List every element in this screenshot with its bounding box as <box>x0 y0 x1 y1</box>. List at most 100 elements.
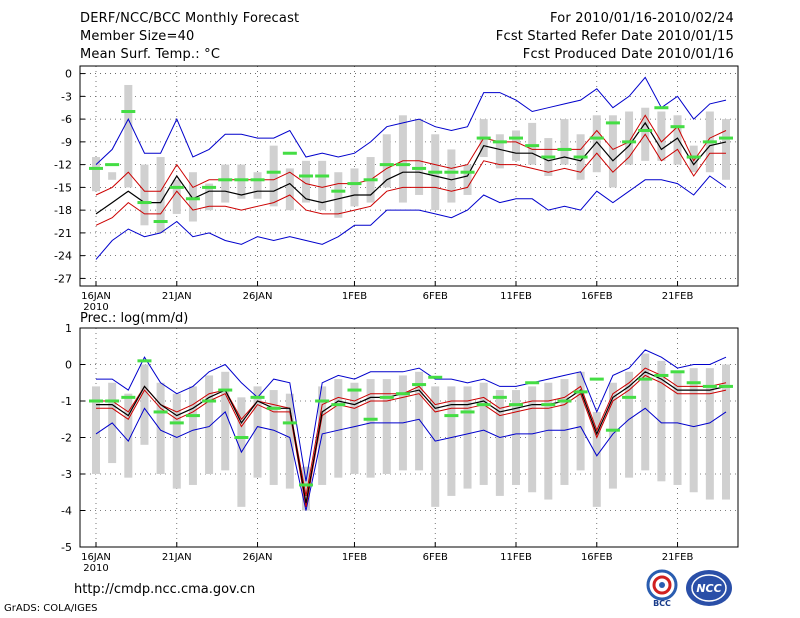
panel2-observed-marker <box>379 395 394 399</box>
panel1-y-tick-label: 0 <box>65 68 72 81</box>
panel2-ensemble-box <box>382 379 391 474</box>
panel2-ensemble-box <box>124 393 133 478</box>
panel2-observed-marker <box>105 399 120 403</box>
panel2-ensemble-box <box>479 382 488 485</box>
panel2-observed-marker <box>89 399 103 403</box>
panel1-ensemble-box <box>334 172 343 218</box>
panel2-ensemble-box <box>722 364 730 500</box>
panel2-ensemble-box <box>495 390 504 496</box>
panel2-observed-marker <box>541 403 556 407</box>
panel1-ensemble-box <box>657 111 666 161</box>
panel1-observed-marker <box>315 174 330 178</box>
panel1-observed-marker <box>266 170 281 174</box>
panel2-observed-marker <box>185 414 200 418</box>
panel2-ensemble-box <box>641 353 650 471</box>
panel2-observed-marker <box>121 395 136 399</box>
panel1-x-tick-label: 2010 <box>83 302 108 313</box>
panel2-ensemble-box <box>673 371 682 485</box>
panel1-observed-marker <box>202 185 217 189</box>
panel1-ensemble-box <box>689 145 698 173</box>
panel2-x-tick-label: 26JAN <box>243 552 273 563</box>
panel2-y-tick-label: -4 <box>61 505 72 518</box>
panel1-observed-marker <box>605 121 620 125</box>
panel2-ensemble-box <box>302 466 310 511</box>
ncc-logo-text: NCC <box>696 582 721 595</box>
panel2-observed-marker <box>363 417 378 421</box>
variable-label: Mean Surf. Temp.: °C <box>80 47 221 62</box>
panel2-x-tick-label: 6FEB <box>423 552 448 563</box>
panel2-observed-marker <box>395 392 410 396</box>
panel1-ensemble-box <box>237 164 246 199</box>
panel1-ensemble-box <box>447 149 456 203</box>
panel1-min-line <box>95 175 727 260</box>
chart-title: DERF/NCC/BCC Monthly Forecast <box>80 11 300 26</box>
panel1-observed-marker <box>589 136 604 140</box>
panel2-x-tick-label: 2010 <box>83 563 108 574</box>
panel1-x-tick-label: 6FEB <box>423 291 448 302</box>
panel2-observed-marker <box>428 375 443 379</box>
panel1-ensemble-box <box>124 84 133 188</box>
panel2-observed-marker <box>234 436 249 439</box>
panel2-y-tick-label: 0 <box>65 359 72 372</box>
panel1-observed-marker <box>185 197 200 201</box>
panel1-observed-marker <box>395 163 410 167</box>
panel1-ensemble-box <box>398 115 407 203</box>
panel2-upper-line <box>96 367 727 496</box>
panel2-observed-marker <box>670 370 685 374</box>
panel2-observed-marker <box>573 390 588 394</box>
panel1-y-tick-label: -15 <box>54 181 72 194</box>
panel2-observed-marker <box>412 383 427 387</box>
panel1-observed-marker <box>573 155 588 159</box>
panel1-ensemble-box <box>285 168 294 211</box>
panel2-y-tick-label: 1 <box>65 322 72 335</box>
panel2-observed-marker <box>686 381 701 385</box>
panel1-ensemble-box <box>495 134 504 169</box>
panel1-x-tick-label: 21FEB <box>662 291 694 302</box>
panel1-ensemble-box <box>205 183 214 211</box>
panel1-observed-marker <box>509 136 523 140</box>
panel1-ensemble-box <box>172 179 181 214</box>
panel2-x-tick-label: 21FEB <box>662 552 694 563</box>
source-url[interactable]: http://cmdp.ncc.cma.gov.cn <box>74 582 256 597</box>
panel2-x-tick-label: 16FEB <box>581 552 613 563</box>
panel1-observed-marker <box>670 125 685 129</box>
panel1-observed-marker <box>654 106 669 110</box>
panel2-observed-marker <box>444 414 459 418</box>
panel1-x-tick-label: 11FEB <box>500 291 532 302</box>
panel2-observed-marker <box>719 384 733 388</box>
panel1-y-tick-label: -18 <box>54 204 72 217</box>
panel2-ensemble-box <box>415 371 424 471</box>
panel2-ensemble-box <box>592 411 601 507</box>
panel2-observed-marker <box>137 359 152 363</box>
panel2-y-tick-label: -5 <box>61 541 72 554</box>
panel2-ensemble-box <box>463 386 472 489</box>
panel2-ensemble-box <box>560 379 569 485</box>
panel2-observed-marker <box>605 428 620 432</box>
panel1-max-line <box>95 76 727 165</box>
panel2-observed-marker <box>476 403 491 407</box>
panel2-ensemble-box <box>334 379 343 478</box>
panel1-observed-marker <box>686 155 701 159</box>
panel1-ensemble-box <box>592 115 601 173</box>
panel2-observed-marker <box>622 395 637 399</box>
panel2-ensemble-box <box>512 390 520 485</box>
panel2-title: Prec.: log(mm/d) <box>80 311 188 326</box>
panel2-x-tick-label: 1FEB <box>342 552 367 563</box>
panel1-observed-marker <box>428 170 443 174</box>
panel2-ensemble-box <box>140 364 149 445</box>
panel2-observed-marker <box>654 373 669 377</box>
panel1-ensemble-box <box>156 157 165 233</box>
panel1-ensemble-box <box>253 172 262 199</box>
panel2-observed-marker <box>702 384 717 388</box>
panel1-upper-line <box>95 114 727 196</box>
panel1-frame <box>79 65 739 287</box>
panel1-lower-line <box>95 133 726 226</box>
panel1-ensemble-box <box>673 115 682 165</box>
panel1-observed-marker <box>347 182 362 186</box>
panel2-ensemble-box <box>350 382 359 474</box>
panel2-observed-marker <box>331 403 346 407</box>
panel1-ensemble-box <box>560 119 569 165</box>
panel2-lower-line <box>96 374 727 507</box>
panel2-y-tick-label: -3 <box>61 468 72 481</box>
